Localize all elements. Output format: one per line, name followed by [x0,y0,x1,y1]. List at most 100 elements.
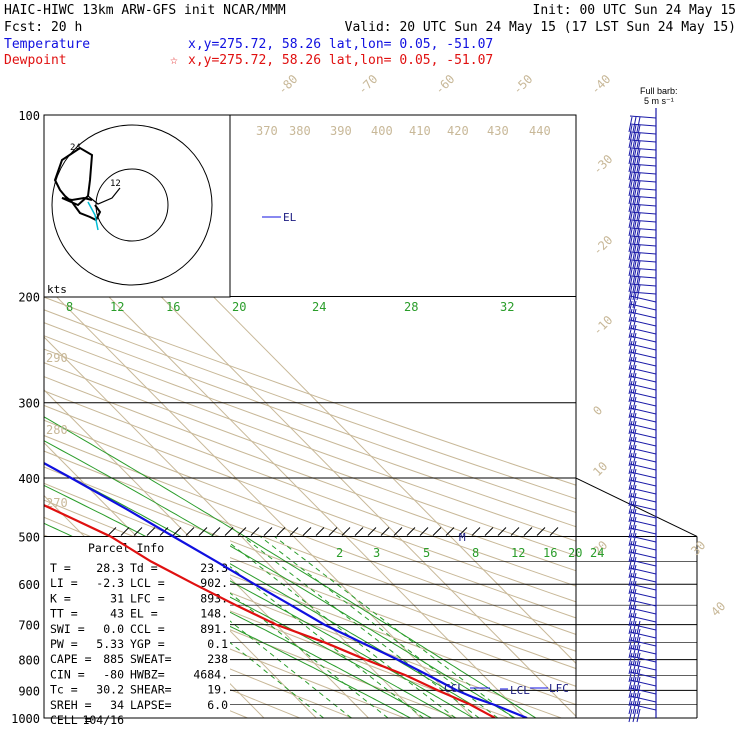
theta-label: 270 [46,496,68,510]
wind-barb [628,559,657,579]
barb-shaft [629,343,657,351]
barb-flag [628,372,633,387]
barb-flag [636,660,641,675]
wind-barb [628,343,657,363]
theta-label: 430 [487,124,509,138]
header-title: HAIC-HIWC 13km ARW-GFS init NCAR/MMM [4,3,286,18]
barb-flag [632,652,637,667]
hatch-tick [211,527,221,536]
wind-barb [628,631,657,651]
barb-shaft [629,527,657,535]
barb-flag [628,396,633,411]
wind-barb [628,359,657,379]
hatch-tick [354,527,364,536]
barb-flag [628,460,633,475]
barb-shaft [629,695,657,703]
barb-flag [632,556,637,571]
barb-flag [636,668,641,683]
barb-shaft [629,615,657,623]
barb-shaft [629,267,657,271]
isotherm-label: 10 [590,459,610,479]
hatch-tick [120,527,130,536]
wind-barb [628,375,657,395]
parcel-cell: 238 [207,652,228,666]
barb-flag [632,300,637,315]
parcel-cell: 104/16 [82,713,124,727]
barb-flag [628,428,633,443]
barb-shaft [629,335,657,343]
pressure-label: 700 [18,619,40,633]
barb-flag [628,324,633,339]
wind-barb [628,367,657,387]
barb-flag [628,596,633,611]
barb-shaft [629,599,657,607]
barb-shaft [629,639,657,647]
hodograph-storm-motion [87,201,99,231]
barb-flag [628,340,633,355]
barb-shaft [629,607,657,615]
barb-shaft [629,359,657,367]
annotation-ccl: CCL [444,682,464,695]
wind-barb [628,487,657,507]
barb-shaft [629,487,657,495]
barb-shaft [629,447,657,455]
parcel-cell: 31 [110,591,124,605]
hatch-tick [224,527,234,536]
barb-shaft [629,655,657,663]
wind-barb [628,647,657,667]
parcel-cell: CELL = [50,713,92,727]
dry-adiabat-line [44,322,576,514]
wind-barb [628,407,657,427]
wind-barb [628,335,657,355]
wind-barb [628,311,657,331]
barb-shaft [629,115,657,119]
barb-flag [628,676,633,691]
wind-barb [628,663,657,683]
wind-barb [628,383,657,403]
barb-shaft [629,439,657,447]
isotherm-label: 30 [688,538,708,558]
barb-flag [632,324,637,339]
barb-flag [636,684,641,699]
barb-shaft [629,575,657,583]
moist-label: 20 [232,300,246,314]
barb-shaft [629,559,657,567]
barb-shaft [629,163,657,167]
barb-shaft [629,407,657,415]
hatch-tick [406,527,416,536]
header-valid: Valid: 20 UTC Sun 24 May 15 (17 LST Sun … [345,20,736,35]
barb-shaft [629,211,657,215]
hatch-tick [198,527,208,536]
wind-barb [628,671,657,691]
pressure-label: 500 [18,530,40,544]
barb-flag [628,412,633,427]
barb-flag [632,332,637,347]
moist-label: 32 [500,300,514,314]
barb-flag [632,476,637,491]
wind-barb [628,615,657,635]
barb-shaft [629,399,657,407]
wind-barb [628,319,657,339]
hodograph-label-12: 12 [110,179,121,189]
parcel-cell: SREH = [50,698,92,712]
barb-flag [628,300,633,315]
barb-legend-line2: 5 m s⁻¹ [644,96,674,106]
hatch-tick [107,527,117,536]
theta-label: 400 [371,124,393,138]
isotherm-label: -10 [590,313,615,338]
moist-label: 28 [404,300,418,314]
parcel-cell: LAPSE= [130,698,172,712]
barb-flag [632,436,637,451]
theta-label: 410 [409,124,431,138]
pressure-label: 300 [18,397,40,411]
header-init: Init: 00 UTC Sun 24 May 15 [533,3,737,18]
hatch-tick [185,527,195,536]
barb-shaft [629,311,657,319]
barb-shaft [629,631,657,639]
hodograph: kts 24 12 [43,114,231,298]
barb-shaft [629,179,657,183]
barb-shaft [629,415,657,423]
barb-shaft [629,471,657,479]
barb-flag [636,676,641,691]
